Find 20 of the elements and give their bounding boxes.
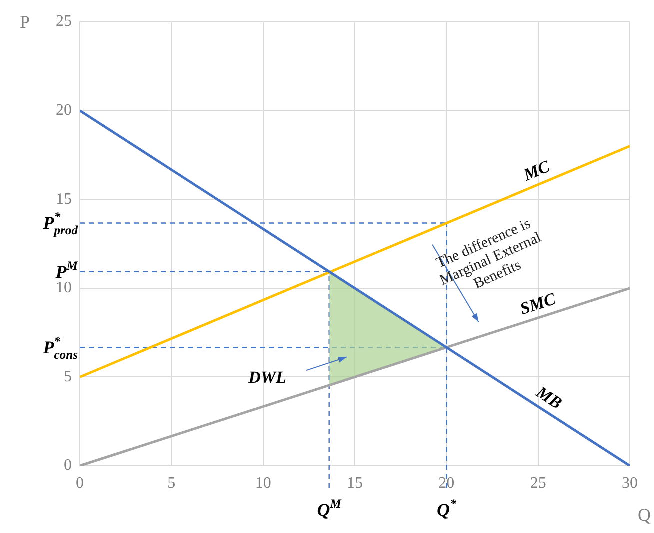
y-axis-title: P: [20, 12, 30, 32]
y-tick-label: 5: [64, 368, 72, 386]
y-tick-label: 20: [56, 102, 72, 120]
x-tick-label: 0: [76, 474, 84, 492]
x-tick-label: 15: [347, 474, 363, 492]
y-tick-label: 15: [56, 190, 72, 208]
x-tick-label: 10: [255, 474, 272, 492]
ref-line-label: Q*: [437, 496, 458, 520]
annotation: DWL: [248, 368, 286, 388]
y-tick-label: 0: [64, 457, 72, 474]
x-tick-label: 5: [168, 474, 176, 492]
x-axis-title: Q: [638, 505, 651, 525]
y-tick-label: 25: [56, 13, 72, 30]
x-tick-label: 25: [530, 474, 546, 492]
text: SMC: [518, 289, 558, 319]
x-tick-label: 20: [438, 474, 455, 492]
x-tick-label: 30: [622, 474, 638, 492]
y-tick-label: 10: [56, 280, 72, 297]
text: MC: [520, 156, 554, 186]
text: MB: [532, 382, 566, 413]
